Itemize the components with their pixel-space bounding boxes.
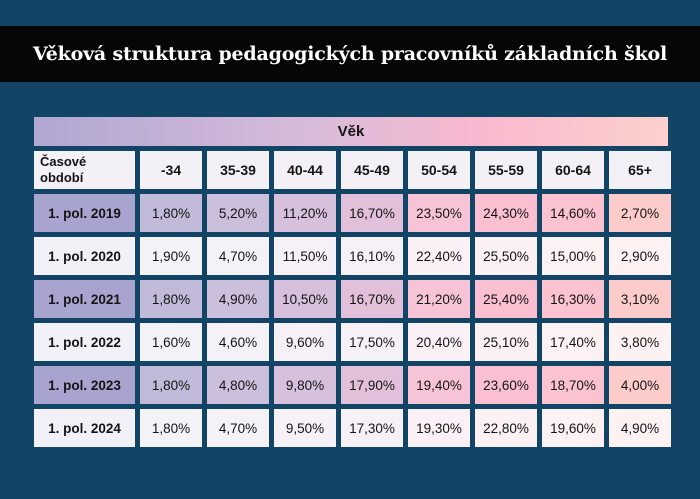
table-cell: 4,90% [609, 409, 671, 447]
table-cell: 11,20% [274, 194, 336, 232]
age-group-header: Věk [34, 117, 668, 146]
table-cell: 25,40% [475, 280, 537, 318]
table-cell: 4,70% [207, 409, 269, 447]
table-cell: 17,40% [542, 323, 604, 361]
table-cell: 22,40% [408, 237, 470, 275]
table-cell: 5,20% [207, 194, 269, 232]
corner-header: Časové období [34, 151, 135, 189]
row-label: 1. pol. 2022 [34, 323, 135, 361]
table-cell: 3,10% [609, 280, 671, 318]
table-cell: 1,80% [140, 194, 202, 232]
table-cell: 9,80% [274, 366, 336, 404]
column-header: 60-64 [542, 151, 604, 189]
title-bar: Věková struktura pedagogických pracovník… [0, 26, 700, 82]
table-cell: 16,70% [341, 280, 403, 318]
column-header: 55-59 [475, 151, 537, 189]
table-cell: 19,30% [408, 409, 470, 447]
table-cell: 16,10% [341, 237, 403, 275]
table-cell: 15,00% [542, 237, 604, 275]
table-cell: 21,20% [408, 280, 470, 318]
row-label: 1. pol. 2023 [34, 366, 135, 404]
table-cell: 4,70% [207, 237, 269, 275]
table-cell: 16,70% [341, 194, 403, 232]
table-cell: 2,90% [609, 237, 671, 275]
chart-title: Věková struktura pedagogických pracovník… [32, 43, 668, 65]
table-cell: 1,80% [140, 366, 202, 404]
table-cell: 23,60% [475, 366, 537, 404]
table-cell: 4,80% [207, 366, 269, 404]
table-cell: 14,60% [542, 194, 604, 232]
row-label: 1. pol. 2021 [34, 280, 135, 318]
table-cell: 4,00% [609, 366, 671, 404]
table-cell: 1,90% [140, 237, 202, 275]
table-cell: 25,10% [475, 323, 537, 361]
column-header: 50-54 [408, 151, 470, 189]
table-cell: 4,60% [207, 323, 269, 361]
table-cell: 11,50% [274, 237, 336, 275]
column-header: 45-49 [341, 151, 403, 189]
table-cell: 17,90% [341, 366, 403, 404]
table-cell: 1,80% [140, 409, 202, 447]
table-cell: 19,40% [408, 366, 470, 404]
table-cell: 25,50% [475, 237, 537, 275]
table-grid: Časové období -34 35-39 40-44 45-49 50-54 55-… [34, 151, 671, 447]
table-cell: 24,30% [475, 194, 537, 232]
table-cell: 1,80% [140, 280, 202, 318]
table-cell: 17,50% [341, 323, 403, 361]
column-header: 35-39 [207, 151, 269, 189]
column-header: 65+ [609, 151, 671, 189]
table-cell: 23,50% [408, 194, 470, 232]
table-cell: 18,70% [542, 366, 604, 404]
column-header: -34 [140, 151, 202, 189]
table-cell: 19,60% [542, 409, 604, 447]
table-cell: 2,70% [609, 194, 671, 232]
row-label: 1. pol. 2019 [34, 194, 135, 232]
row-label: 1. pol. 2020 [34, 237, 135, 275]
table-cell: 17,30% [341, 409, 403, 447]
table-cell: 22,80% [475, 409, 537, 447]
table-cell: 1,60% [140, 323, 202, 361]
table-cell: 20,40% [408, 323, 470, 361]
age-table: Věk Časové období -34 35-39 40-44 45-49 50-5… [34, 117, 671, 463]
table-cell: 4,90% [207, 280, 269, 318]
table-cell: 9,60% [274, 323, 336, 361]
table-cell: 3,80% [609, 323, 671, 361]
table-cell: 10,50% [274, 280, 336, 318]
row-label: 1. pol. 2024 [34, 409, 135, 447]
column-header: 40-44 [274, 151, 336, 189]
table-cell: 16,30% [542, 280, 604, 318]
table-cell: 9,50% [274, 409, 336, 447]
